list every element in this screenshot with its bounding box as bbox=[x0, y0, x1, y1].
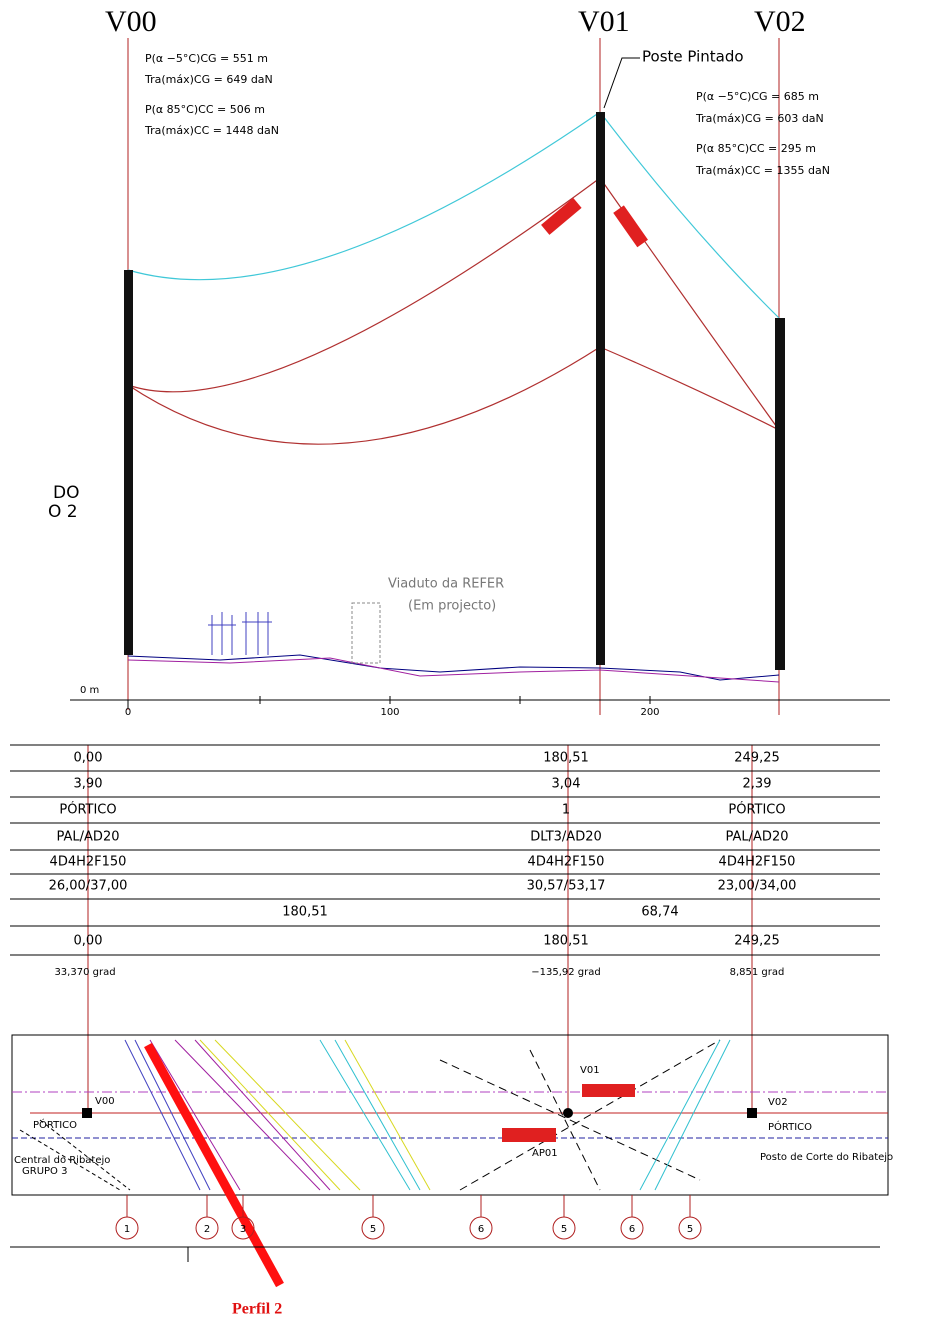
table-cell: 4D4H2F150 bbox=[719, 855, 796, 870]
table-cell: 180,51 bbox=[282, 905, 328, 920]
table-cell: DLT3/AD20 bbox=[530, 830, 602, 845]
table-cell: 68,74 bbox=[641, 905, 678, 920]
zone-markers: 1 2 3 5 6 5 6 5 bbox=[124, 1224, 693, 1235]
tower-label: V02 bbox=[754, 5, 806, 38]
zone-number: 3 bbox=[240, 1224, 246, 1235]
note: Tra(máx)CC = 1355 daN bbox=[695, 164, 830, 177]
table-cell: 1 bbox=[562, 803, 570, 818]
table-cell: 4D4H2F150 bbox=[50, 855, 127, 870]
note: Tra(máx)CG = 649 daN bbox=[144, 73, 273, 86]
plan bbox=[10, 1034, 889, 1288]
note: Tra(máx)CG = 603 daN bbox=[695, 112, 824, 125]
viaduct: (Em projecto) bbox=[408, 599, 496, 614]
table-cell: 249,25 bbox=[734, 751, 780, 766]
table-cell: PÓRTICO bbox=[59, 802, 116, 818]
table-cell: 180,51 bbox=[543, 751, 589, 766]
table-cell: 26,00/37,00 bbox=[49, 879, 128, 894]
plan-label: V02 bbox=[768, 1097, 788, 1108]
plan-label: Posto de Corte do Ribatejo bbox=[760, 1152, 893, 1163]
axis-label: 0 bbox=[125, 707, 131, 718]
table-cell: 3,04 bbox=[552, 777, 581, 792]
table-cell: 180,51 bbox=[543, 934, 589, 949]
origin: 0 m bbox=[80, 685, 99, 696]
table-cell: 3,90 bbox=[74, 777, 103, 792]
plan-label: AP01 bbox=[532, 1148, 558, 1159]
plan-label: PÓRTICO bbox=[768, 1120, 812, 1133]
table-cell: 30,57/53,17 bbox=[527, 879, 606, 894]
note: Tra(máx)CC = 1448 daN bbox=[144, 124, 279, 137]
insulators bbox=[541, 197, 648, 248]
tower-label: V00 bbox=[105, 5, 157, 38]
plan-label: GRUPO 3 bbox=[22, 1166, 67, 1177]
table-cell: PAL/AD20 bbox=[726, 830, 789, 845]
plan-label: Central do Ribatejo bbox=[14, 1155, 110, 1166]
table-cell: 4D4H2F150 bbox=[528, 855, 605, 870]
plan-label: V01 bbox=[580, 1065, 600, 1076]
plan-label: PÓRTICO bbox=[33, 1118, 77, 1131]
note: P(α −5°C)CG = 551 m bbox=[145, 52, 268, 65]
plan-label: V00 bbox=[95, 1096, 115, 1107]
table-cell: 249,25 bbox=[734, 934, 780, 949]
caption: Perfil 2 bbox=[232, 1301, 282, 1318]
fragment: O 2 bbox=[48, 502, 78, 522]
ground bbox=[127, 602, 780, 683]
table: 0,00 180,51 249,25 3,90 3,04 2,39 PÓRTICO 1 PÓRT… bbox=[49, 751, 797, 949]
zone-number: 1 bbox=[124, 1224, 130, 1235]
table-cell: 0,00 bbox=[74, 934, 103, 949]
table-cell: 0,00 bbox=[74, 751, 103, 766]
zone-number: 5 bbox=[370, 1224, 376, 1235]
profile-axis bbox=[70, 696, 890, 708]
zone-number: 6 bbox=[478, 1224, 484, 1235]
poles bbox=[124, 112, 785, 670]
note: P(α −5°C)CG = 685 m bbox=[696, 90, 819, 103]
callout: Poste Pintado bbox=[642, 48, 744, 66]
table-cell: PAL/AD20 bbox=[57, 830, 120, 845]
table-lines bbox=[10, 744, 880, 956]
viaduct: Viaduto da REFER bbox=[388, 577, 504, 592]
table-cell: 23,00/34,00 bbox=[718, 879, 797, 894]
table-cell: PÓRTICO bbox=[728, 802, 785, 818]
zone-number: 6 bbox=[629, 1224, 635, 1235]
zone-number: 5 bbox=[561, 1224, 567, 1235]
axis-label: 100 bbox=[380, 707, 399, 718]
zone-number: 5 bbox=[687, 1224, 693, 1235]
table-cell: 2,39 bbox=[743, 777, 772, 792]
callout-leader bbox=[603, 57, 640, 109]
zone-number: 2 bbox=[204, 1224, 210, 1235]
angle: 33,370 grad bbox=[54, 967, 115, 978]
fragment: DO bbox=[53, 483, 79, 503]
angle: 8,851 grad bbox=[730, 967, 785, 978]
axis-label: 200 bbox=[640, 707, 659, 718]
conductors bbox=[127, 111, 780, 445]
note: P(α 85°C)CC = 295 m bbox=[696, 142, 816, 155]
angle: −135,92 grad bbox=[531, 967, 600, 978]
note: P(α 85°C)CC = 506 m bbox=[145, 103, 265, 116]
tower-label: V01 bbox=[578, 5, 630, 38]
